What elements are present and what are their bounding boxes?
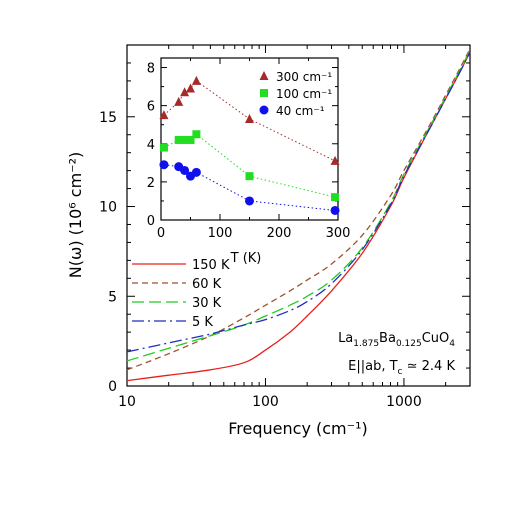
inset-point-square — [174, 135, 183, 144]
legend-label: 5 K — [192, 315, 213, 330]
inset-y-tick-label: 2 — [147, 176, 155, 191]
inset-point-square — [159, 143, 168, 152]
inset-point-circle — [191, 167, 201, 177]
legend-label: 150 K — [192, 258, 230, 273]
legend-label: 30 K — [192, 296, 222, 311]
condition-annotation: E||ab, Tc ≃ 2.4 K — [348, 359, 455, 377]
inset-y-tick-label: 8 — [147, 62, 155, 77]
inset-point-circle — [330, 205, 340, 215]
series-line-5-K — [126, 51, 471, 353]
inset-point-triangle — [159, 110, 169, 120]
legend-label: 60 K — [192, 277, 222, 292]
inset-y-tick-label: 6 — [147, 100, 155, 115]
inset-point-square — [331, 193, 340, 202]
main-x-tick-label: 1000 — [386, 394, 422, 410]
inset-y-tick-label: 0 — [147, 214, 155, 229]
main-y-axis-label: N(ω) (10⁶ cm⁻²) — [66, 152, 85, 279]
inset-legend-label: 40 cm⁻¹ — [276, 104, 325, 118]
inset-point-circle — [180, 165, 190, 175]
inset-axis-ticks: 0 100 200 300 0 2 4 6 8 — [147, 58, 351, 241]
inset-point-square — [192, 130, 201, 139]
inset-point-square — [186, 135, 195, 144]
inset-point-triangle — [245, 113, 254, 123]
inset-point-triangle — [174, 96, 184, 106]
main-y-tick-label: 15 — [99, 110, 117, 126]
inset-legend: 300 cm⁻¹ 100 cm⁻¹ 40 cm⁻¹ — [259, 70, 332, 118]
inset-point-circle — [245, 196, 254, 206]
main-legend: 150 K 60 K 30 K 5 K — [132, 258, 230, 330]
main-y-tick-label: 10 — [99, 200, 117, 216]
inset-legend-label: 100 cm⁻¹ — [276, 87, 332, 101]
inset-point-triangle — [186, 83, 195, 93]
inset-point-triangle — [180, 87, 190, 97]
main-plot-frame — [126, 44, 471, 387]
inset-point-circle — [159, 160, 169, 170]
inset-x-tick-label: 0 — [157, 226, 165, 241]
inset-point-square — [180, 135, 189, 144]
inset-y-tick-label: 4 — [147, 138, 155, 153]
inset-x-tick-label: 300 — [326, 226, 351, 241]
inset-legend-marker-circle — [259, 105, 269, 115]
main-y-tick-label: 5 — [108, 289, 117, 305]
main-x-tick-label: 10 — [118, 394, 136, 410]
main-y-tick-label: 0 — [108, 379, 117, 395]
series-line-60-K — [126, 48, 471, 371]
material-formula-annotation: La1.875Ba0.125CuO4 — [338, 331, 455, 349]
inset-x-axis-label: T (K) — [230, 251, 262, 266]
main-x-axis-label: Frequency (cm⁻¹) — [228, 419, 367, 438]
inset-point-square — [245, 172, 254, 181]
inset-legend-label: 300 cm⁻¹ — [276, 70, 332, 84]
inset-legend-marker-square — [260, 89, 268, 97]
inset-legend-marker-triangle — [259, 71, 269, 80]
inset-x-tick-label: 100 — [208, 226, 233, 241]
inset-point-triangle — [191, 75, 201, 85]
inset-point-triangle — [330, 155, 340, 165]
inset-x-tick-label: 200 — [267, 226, 292, 241]
main-x-tick-label: 100 — [252, 394, 279, 410]
series-line-30-K — [126, 50, 471, 362]
inset-series-group — [159, 75, 340, 215]
main-series-group — [126, 48, 471, 382]
